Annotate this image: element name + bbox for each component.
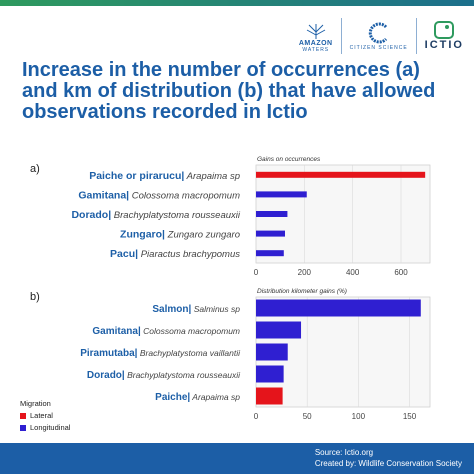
citizen-science-text: CITIZEN SCIENCE <box>349 45 408 51</box>
chart-a-bar-2 <box>256 211 288 217</box>
top-accent-bar <box>0 0 474 6</box>
chart-b-category-label-1: Gamitana| Colossoma macropomum <box>92 326 240 337</box>
chart-a-category-label-1: Gamitana| Colossoma macropomum <box>78 189 240 201</box>
chart-b-tick-label-2: 100 <box>352 412 366 421</box>
chart-b-category-label-0: Salmon| Salminus sp <box>152 304 240 315</box>
logo-divider <box>340 18 342 54</box>
chart-b: 0 50 100 150 Distribution kilometer gains (%… <box>30 288 431 421</box>
chart-b-category-label-4: Paiche| Arapaima sp <box>155 392 240 403</box>
legend-item-longitudinal: Longitudinal <box>20 423 70 432</box>
chart-b-chart-title: Distribution kilometer gains (%) <box>257 288 347 295</box>
citizen-science-icon <box>368 22 387 44</box>
chart-b-bar-2 <box>256 343 288 361</box>
logo-divider-2 <box>415 18 417 54</box>
legend-label-lateral: Lateral <box>30 411 53 420</box>
logo-group: AMAZON WATERS CITIZEN SCIENCE ICTIO <box>299 14 464 58</box>
chart-a-tick-label-0: 0 <box>254 268 259 277</box>
chart-a-bar-1 <box>256 191 307 198</box>
chart-a-bar-3 <box>256 230 285 237</box>
amazon-waters-line2: WATERS <box>302 46 330 53</box>
chart-a-category-label-0: Paiche or pirarucu| Arapaima sp <box>89 170 240 182</box>
footer-bar: Source: Ictio.org Created by: Wildlife C… <box>0 443 474 474</box>
ictio-text: ICTIO <box>424 39 464 51</box>
amazon-waters-logo: AMAZON WATERS <box>299 20 333 53</box>
page-title: Increase in the number of occurrences (a… <box>22 59 436 123</box>
legend: Migration Lateral Longitudinal <box>20 399 70 432</box>
chart-a-bar-4 <box>256 250 284 257</box>
footer-source: Source: Ictio.org <box>314 448 374 457</box>
footer-source-block: Source: Ictio.org Created by: Wildlife C… <box>315 447 462 469</box>
legend-title: Migration <box>20 399 51 408</box>
ictio-icon <box>434 21 455 39</box>
chart-b-tick-label-0: 0 <box>254 412 259 421</box>
chart-b-bar-1 <box>256 321 302 339</box>
legend-swatch-longitudinal <box>20 424 26 431</box>
chart-a-chart-title: Gains on occurrences <box>257 156 321 163</box>
chart-b-tick-label-1: 50 <box>303 412 312 421</box>
chart-b-bar-0 <box>256 299 421 317</box>
chart-b-category-label-3: Dorado| Brachyplatystoma rousseauxii <box>87 370 241 381</box>
chart-a: 0 200 400 600 Gains on occurrences a) Paiche o… <box>30 156 431 277</box>
chart-a-category-label-4: Pacu| Piaractus brachypomus <box>110 248 240 260</box>
amazon-waters-icon <box>306 23 325 39</box>
chart-b-panel-label: b) <box>30 291 40 303</box>
footer-credit: Created by: Wildlife Conservation Societ… <box>314 459 462 468</box>
chart-a-tick-label-1: 200 <box>298 268 312 277</box>
chart-b-bar-4 <box>256 387 283 405</box>
chart-a-bar-0 <box>256 171 426 178</box>
amazon-waters-line1: AMAZON <box>298 39 333 47</box>
chart-b-category-label-2: Piramutaba| Brachyplatystoma vaillantii <box>80 348 241 359</box>
ictio-logo: ICTIO <box>425 21 464 51</box>
chart-a-tick-label-3: 600 <box>394 268 408 277</box>
chart-b-bar-3 <box>256 365 284 383</box>
chart-a-category-label-2: Dorado| Brachyplatystoma rousseauxii <box>71 209 240 221</box>
chart-a-tick-label-2: 400 <box>346 268 360 277</box>
legend-swatch-lateral <box>20 412 26 419</box>
chart-a-category-label-3: Zungaro| Zungaro zungaro <box>120 229 240 241</box>
citizen-science-logo: CITIZEN SCIENCE <box>350 21 408 51</box>
chart-b-tick-label-3: 150 <box>403 412 417 421</box>
legend-label-longitudinal: Longitudinal <box>30 423 71 432</box>
chart-a-panel-label: a) <box>30 163 40 175</box>
legend-item-lateral: Lateral <box>20 411 70 420</box>
